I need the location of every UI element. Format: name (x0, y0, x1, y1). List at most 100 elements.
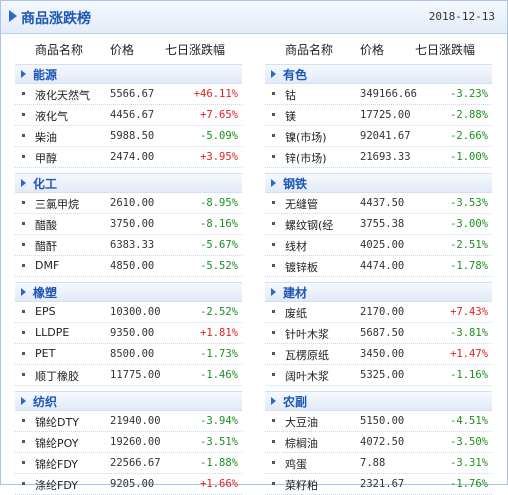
commodity-row[interactable]: 瓦楞原纸 3450.00 +1.47% (265, 344, 492, 365)
seven-day-change: +46.11% (193, 88, 238, 100)
commodity-name[interactable]: 柴油 (35, 131, 57, 144)
category-header[interactable]: 能源 (15, 64, 242, 84)
category-header[interactable]: 化工 (15, 173, 242, 193)
column-name: 商品名称 (285, 43, 334, 57)
commodity-row[interactable]: 阔叶木浆 5325.00 -1.16% (265, 365, 492, 386)
commodity-name[interactable]: LLDPE (35, 326, 70, 339)
commodity-name[interactable]: 醋酸 (35, 219, 57, 232)
commodity-name[interactable]: 锦纶POY (35, 437, 79, 450)
commodity-name[interactable]: EPS (35, 305, 56, 318)
commodity-name[interactable]: 线材 (285, 240, 307, 253)
category-title[interactable]: 能源 (33, 68, 58, 82)
category-header[interactable]: 建材 (265, 282, 492, 302)
commodity-row[interactable]: 无缝管 4437.50 -3.53% (265, 193, 492, 214)
commodity-name[interactable]: 镀锌板 (285, 261, 318, 274)
category-title[interactable]: 化工 (33, 177, 58, 191)
category-header[interactable]: 橡塑 (15, 282, 242, 302)
category-title[interactable]: 建材 (283, 286, 308, 300)
commodity-price: 5687.50 (360, 327, 405, 339)
commodity-row[interactable]: LLDPE 9350.00 +1.81% (15, 323, 242, 344)
seven-day-change: +1.81% (200, 327, 238, 339)
commodity-row[interactable]: 液化气 4456.67 +7.65% (15, 105, 242, 126)
commodity-name[interactable]: 液化天然气 (35, 89, 90, 102)
bullet-icon (272, 113, 275, 116)
seven-day-change: -1.73% (200, 348, 238, 360)
category-title[interactable]: 纺织 (33, 395, 58, 409)
category-header[interactable]: 农副 (265, 391, 492, 411)
commodity-row[interactable]: 醋酐 6383.33 -5.67% (15, 235, 242, 256)
commodity-name[interactable]: 锌(市场) (285, 152, 327, 165)
commodity-name[interactable]: 顺丁橡胶 (35, 370, 79, 383)
triangle-icon (271, 288, 276, 296)
commodity-name[interactable]: 废纸 (285, 307, 307, 320)
seven-day-change: -5.52% (200, 260, 238, 272)
commodity-row[interactable]: 鸡蛋 7.88 -3.31% (265, 453, 492, 474)
commodity-row[interactable]: DMF 4850.00 -5.52% (15, 256, 242, 277)
category-title[interactable]: 有色 (283, 68, 308, 82)
column-header: 商品名称 价格 七日涨跌幅 (265, 37, 492, 59)
seven-day-change: -4.51% (450, 415, 488, 427)
commodity-row[interactable]: 针叶木浆 5687.50 -3.81% (265, 323, 492, 344)
commodity-row[interactable]: 锌(市场) 21693.33 -1.00% (265, 147, 492, 168)
triangle-icon (21, 397, 26, 405)
commodity-row[interactable]: 锦纶FDY 22566.67 -1.88% (15, 453, 242, 474)
commodity-price: 4025.00 (360, 239, 405, 251)
commodity-name[interactable]: PET (35, 347, 56, 360)
seven-day-change: -2.66% (450, 130, 488, 142)
bullet-icon (22, 201, 25, 204)
commodity-name[interactable]: 菜籽粕 (285, 479, 318, 492)
commodity-row[interactable]: PET 8500.00 -1.73% (15, 344, 242, 365)
commodity-name[interactable]: 针叶木浆 (285, 328, 329, 341)
category-header[interactable]: 钢铁 (265, 173, 492, 193)
commodity-row[interactable]: 镍(市场) 92041.67 -2.66% (265, 126, 492, 147)
commodity-row[interactable]: 甲醇 2474.00 +3.95% (15, 147, 242, 168)
commodity-name[interactable]: 螺纹钢(经 (285, 219, 334, 232)
category-title[interactable]: 橡塑 (33, 286, 58, 300)
commodity-row[interactable]: 液化天然气 5566.67 +46.11% (15, 84, 242, 105)
commodity-row[interactable]: EPS 10300.00 -2.52% (15, 302, 242, 323)
commodity-name[interactable]: 锦纶FDY (35, 458, 78, 471)
commodity-name[interactable]: 钴 (285, 89, 296, 102)
commodity-row[interactable]: 废纸 2170.00 +7.43% (265, 302, 492, 323)
commodity-price: 11775.00 (110, 369, 161, 381)
commodity-row[interactable]: 镀锌板 4474.00 -1.78% (265, 256, 492, 277)
commodity-name[interactable]: 棕榈油 (285, 437, 318, 450)
commodity-name[interactable]: 液化气 (35, 110, 68, 123)
commodity-name[interactable]: 甲醇 (35, 152, 57, 165)
commodity-price: 8500.00 (110, 348, 155, 360)
commodity-price: 4474.00 (360, 260, 405, 272)
commodity-row[interactable]: 镁 17725.00 -2.88% (265, 105, 492, 126)
commodity-name[interactable]: 醋酐 (35, 240, 57, 253)
commodity-name[interactable]: 阔叶木浆 (285, 370, 329, 383)
commodity-row[interactable]: 顺丁橡胶 11775.00 -1.46% (15, 365, 242, 386)
commodity-name[interactable]: 大豆油 (285, 416, 318, 429)
commodity-name[interactable]: 镁 (285, 110, 296, 123)
commodity-row[interactable]: 棕榈油 4072.50 -3.50% (265, 432, 492, 453)
commodity-row[interactable]: 螺纹钢(经 3755.38 -3.00% (265, 214, 492, 235)
commodity-row[interactable]: 柴油 5988.50 -5.09% (15, 126, 242, 147)
commodity-price: 21693.33 (360, 151, 411, 163)
bullet-icon (22, 243, 25, 246)
commodity-price: 4850.00 (110, 260, 155, 272)
bullet-icon (22, 134, 25, 137)
commodity-row[interactable]: 大豆油 5150.00 -4.51% (265, 411, 492, 432)
commodity-name[interactable]: 鸡蛋 (285, 458, 307, 471)
commodity-row[interactable]: 三氯甲烷 2610.00 -8.95% (15, 193, 242, 214)
commodity-row[interactable]: 线材 4025.00 -2.51% (265, 235, 492, 256)
commodity-name[interactable]: 涤纶FDY (35, 479, 78, 492)
commodity-row[interactable]: 醋酸 3750.00 -8.16% (15, 214, 242, 235)
commodity-name[interactable]: 瓦楞原纸 (285, 349, 329, 362)
commodity-row[interactable]: 钴 349166.66 -3.23% (265, 84, 492, 105)
commodity-name[interactable]: 无缝管 (285, 198, 318, 211)
commodity-row[interactable]: 锦纶POY 19260.00 -3.51% (15, 432, 242, 453)
commodity-name[interactable]: 三氯甲烷 (35, 198, 79, 211)
commodity-price: 92041.67 (360, 130, 411, 142)
commodity-name[interactable]: 锦纶DTY (35, 416, 79, 429)
commodity-name[interactable]: DMF (35, 259, 60, 272)
category-title[interactable]: 农副 (283, 395, 308, 409)
category-header[interactable]: 纺织 (15, 391, 242, 411)
category-title[interactable]: 钢铁 (283, 177, 308, 191)
commodity-row[interactable]: 锦纶DTY 21940.00 -3.94% (15, 411, 242, 432)
commodity-name[interactable]: 镍(市场) (285, 131, 327, 144)
category-header[interactable]: 有色 (265, 64, 492, 84)
